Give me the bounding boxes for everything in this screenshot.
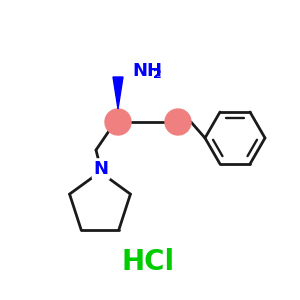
Text: HCl: HCl [122,248,175,276]
Circle shape [165,109,191,135]
Text: 2: 2 [153,68,162,82]
Text: N: N [94,160,109,178]
Polygon shape [113,77,123,109]
Text: N: N [94,160,109,178]
Text: NH: NH [132,62,162,80]
Circle shape [105,109,131,135]
